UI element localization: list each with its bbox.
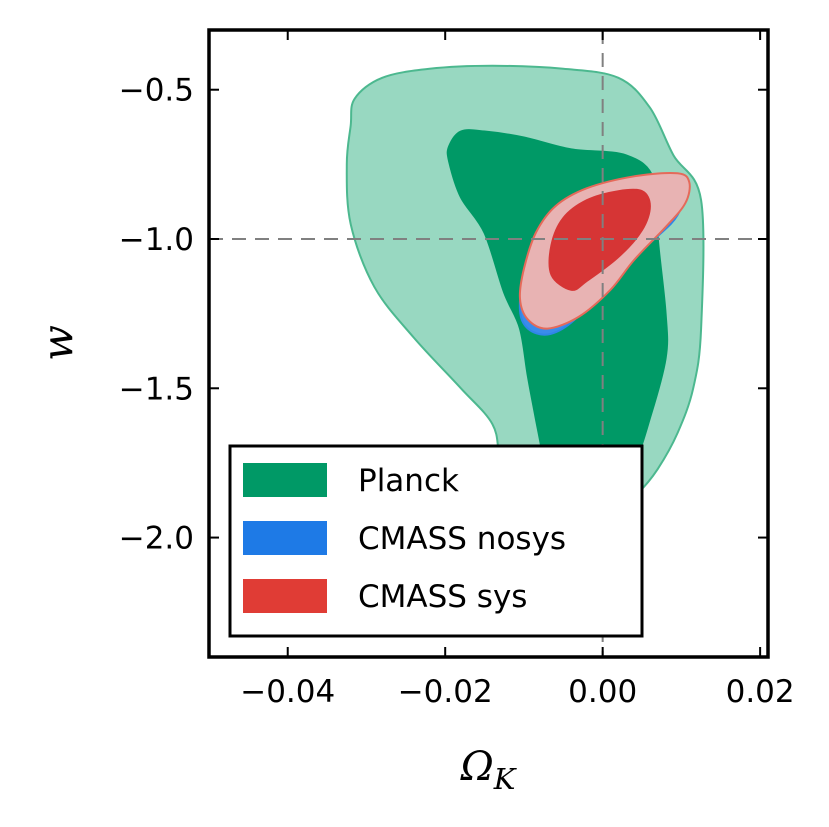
axis-ticks: −0.04 −0.02 0.00 0.02 −0.5 −1.0 −1.5 −2.0	[119, 30, 795, 710]
x-tick-label: 0.00	[568, 674, 637, 710]
legend: Planck CMASS nosys CMASS sys	[228, 444, 644, 638]
x-tick-label: −0.02	[398, 674, 493, 710]
reference-lines	[209, 30, 768, 657]
x-axis-label: ΩK	[460, 744, 518, 796]
x-tick-label: 0.02	[726, 674, 795, 710]
plot-frame	[207, 28, 770, 659]
y-tick-label: −2.0	[119, 521, 194, 557]
cmass-sys-contour-68	[548, 188, 651, 291]
y-tick-label: −1.0	[119, 222, 194, 258]
x-tick-label: −0.04	[240, 674, 335, 710]
legend-swatch-cmass-nosys	[243, 521, 327, 555]
legend-label-planck: Planck	[358, 463, 459, 499]
y-axis-label: w	[33, 325, 82, 361]
legend-swatch-planck	[243, 463, 327, 497]
legend-label-cmass-sys: CMASS sys	[358, 579, 527, 615]
y-tick-label: −0.5	[119, 73, 194, 109]
y-tick-label: −1.5	[119, 371, 194, 407]
legend-label-cmass-nosys: CMASS nosys	[358, 521, 566, 557]
legend-swatch-cmass-sys	[243, 579, 327, 613]
contour-layer	[345, 64, 705, 534]
